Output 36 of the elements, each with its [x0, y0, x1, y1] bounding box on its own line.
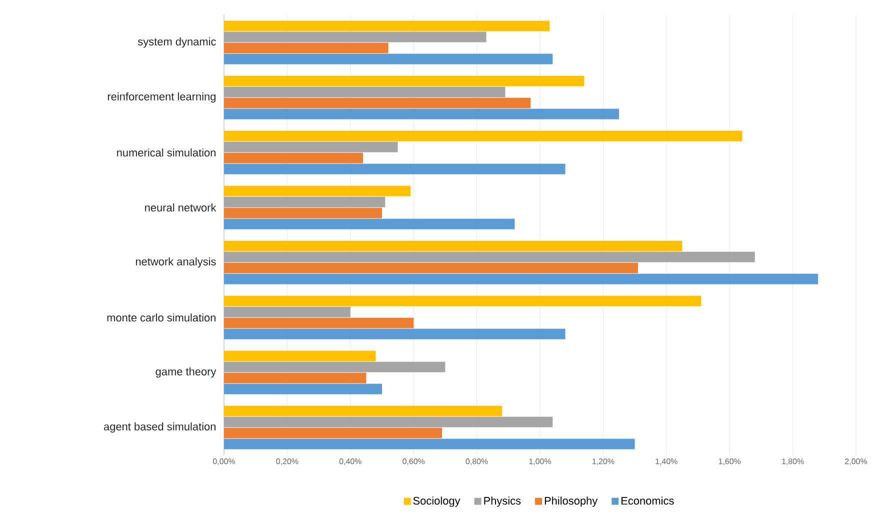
bar	[224, 406, 502, 416]
bar	[224, 130, 742, 142]
bar	[224, 350, 376, 362]
legend-label: Economics	[622, 496, 674, 505]
y-tick-label: agent based simulation	[104, 422, 216, 433]
bar	[224, 438, 635, 450]
bar	[224, 274, 818, 284]
bar	[224, 208, 382, 218]
bar	[224, 218, 515, 230]
bar	[224, 152, 364, 164]
bar	[224, 318, 414, 328]
bar	[224, 108, 620, 120]
bar	[224, 54, 553, 64]
bar	[224, 372, 366, 384]
y-tick-label: system dynamic	[138, 37, 216, 48]
bar	[224, 296, 702, 306]
bar	[224, 42, 388, 54]
bar	[224, 20, 550, 32]
y-tick-label: game theory	[156, 367, 216, 378]
legend-label: Physics	[484, 496, 521, 507]
bar	[224, 262, 638, 274]
bar	[224, 384, 382, 394]
legend-label: Sociology	[413, 496, 460, 507]
bar	[224, 240, 682, 252]
y-tick-label: numerical simulation	[117, 148, 216, 157]
legend-label: Philosophy	[544, 496, 598, 507]
y-tick-label: network analysis	[136, 257, 216, 268]
y-tick-label: reinforcement learning	[108, 92, 216, 103]
y-tick-label: monte carlo simulation	[107, 313, 216, 322]
bar	[224, 428, 442, 438]
bar	[224, 186, 410, 196]
bar	[224, 98, 531, 108]
bar	[224, 328, 566, 340]
y-tick-label: neural network	[145, 203, 216, 212]
bar	[224, 76, 584, 86]
bar	[224, 164, 566, 174]
